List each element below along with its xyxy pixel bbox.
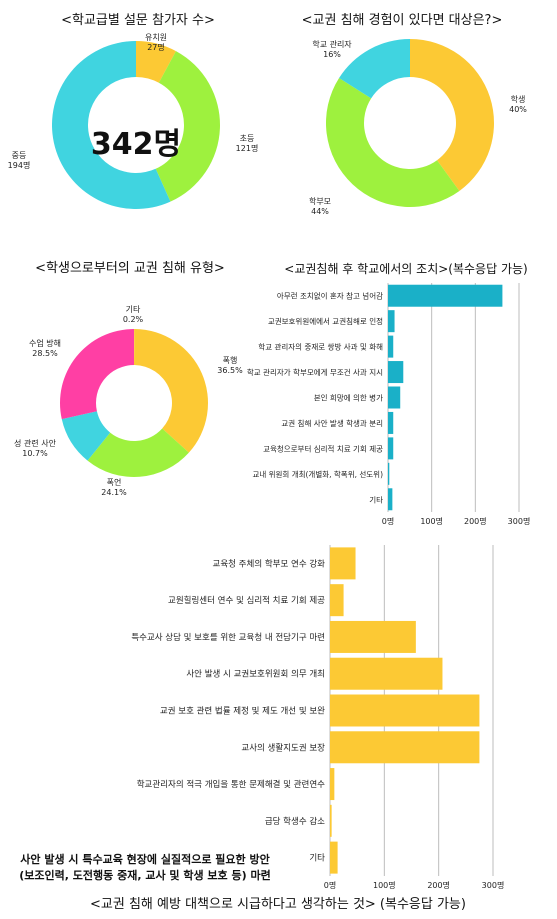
- chart-prevention-title: <교권 침해 예방 대책으로 시급하다고 생각하는 것> (복수응답 가능): [90, 897, 466, 912]
- prevention-category-6: 학교관리자의 적극 개입을 통한 문제해결 및 관련연수: [137, 779, 325, 790]
- type-slice-3: [61, 411, 111, 461]
- prevention-tick-2: 200명: [427, 880, 450, 890]
- response-tick-0: 0명: [382, 516, 394, 526]
- response-bar-6: [388, 437, 394, 460]
- prevention-category-3: 사안 발생 시 교권보호위원회 의무 개최: [186, 669, 325, 680]
- bars-response: 0명 100명 200명 300명 아무런 조치없이 혼자 참고 넘어감교권보호위원에에…: [247, 283, 530, 526]
- response-bar-5: [388, 411, 394, 434]
- slice-label-kindergarten: 유치원: [145, 33, 167, 42]
- slice-value-secondary: 194명: [8, 160, 31, 170]
- slice-value-etc: 0.2%: [123, 315, 144, 324]
- chart-type-title: <학생으로부터의 교권 침해 유형>: [35, 261, 225, 276]
- response-category-2: 학교 관리자의 중재로 쌍방 사과 및 화해: [258, 342, 383, 352]
- prevention-bar-5: [330, 731, 480, 764]
- slice-value-kindergarten: 27명: [147, 42, 165, 52]
- response-category-3: 학교 관리자가 학부모에게 무조건 사과 지시: [247, 367, 383, 377]
- prevention-category-0: 교육청 주체의 학부모 연수 강화: [213, 558, 326, 569]
- infringer-slice-0: [410, 39, 494, 191]
- slice-label-student: 학생: [511, 94, 526, 104]
- prevention-category-7: 급당 학생수 감소: [265, 816, 325, 827]
- prevention-annotation-line2: (보조인력, 도전행동 중재, 교사 및 학생 보호 등) 마련: [19, 868, 270, 882]
- slice-label-verbal: 폭언: [107, 477, 122, 487]
- type-slice-0: [134, 329, 135, 366]
- type-slice-1: [134, 329, 209, 453]
- slice-label-sexual: 성 관련 사안: [14, 438, 57, 448]
- response-bar-7: [388, 462, 390, 485]
- slice-label-secondary: 중등: [12, 151, 27, 160]
- response-tick-3: 300명: [508, 516, 531, 526]
- response-bar-1: [388, 310, 395, 333]
- prevention-bar-7: [330, 804, 332, 837]
- type-slice-4: [59, 329, 134, 420]
- prevention-tick-0: 0명: [324, 880, 336, 890]
- slice-value-admin: 16%: [323, 50, 341, 59]
- response-bar-2: [388, 335, 394, 358]
- prevention-bar-6: [330, 768, 335, 801]
- participants-slice-0: [136, 41, 176, 83]
- slice-value-student: 40%: [509, 105, 527, 114]
- prevention-annotation-line1: 사안 발생 시 특수교육 현장에 실질적으로 필요한 방안: [20, 852, 269, 866]
- infringer-slice-1: [326, 77, 460, 208]
- donut-infringer: [326, 39, 494, 208]
- chart-participants: <학교급별 설문 참가자 수> 342명 유치원 27명 초등 121명 중등 …: [8, 13, 259, 209]
- prevention-category-5: 교사의 생활지도권 보장: [241, 742, 325, 753]
- slice-label-parent: 학부모: [309, 196, 331, 206]
- donut-type: [59, 329, 209, 477]
- chart-response-title: <교권침해 후 학교에서의 조치>(복수응답 가능): [284, 262, 527, 276]
- slice-value-parent: 44%: [311, 207, 329, 216]
- chart-school-response: <교권침해 후 학교에서의 조치>(복수응답 가능) 0명 100명 200명 300…: [247, 262, 530, 526]
- chart-infringer-title: <교권 침해 경험이 있다면 대상은?>: [302, 13, 503, 28]
- slice-label-etc: 기타: [126, 305, 141, 314]
- prevention-category-1: 교원힐링센터 연수 및 심리적 치료 기회 제공: [168, 595, 325, 606]
- response-category-6: 교육청으로부터 심리적 치료 기회 제공: [263, 443, 383, 453]
- response-category-4: 본인 희망에 의한 병가: [314, 393, 383, 403]
- donut-participants: [51, 41, 220, 209]
- response-category-8: 기타: [369, 495, 383, 504]
- response-category-1: 교권보호위원에에서 교권침해로 인정: [268, 316, 383, 326]
- prevention-tick-3: 300명: [482, 880, 505, 890]
- slice-value-verbal: 24.1%: [101, 488, 127, 497]
- chart-participants-title: <학교급별 설문 참가자 수>: [61, 13, 215, 28]
- response-category-7: 교내 위원회 개최(개별화, 학폭위, 선도위): [252, 469, 383, 479]
- prevention-category-8: 기타: [309, 854, 325, 864]
- response-bar-0: [388, 284, 503, 307]
- type-slice-2: [87, 428, 189, 477]
- slice-value-sexual: 10.7%: [22, 449, 48, 458]
- response-category-5: 교권 침해 사안 발생 학생과 분리: [281, 418, 383, 428]
- response-tick-2: 200명: [464, 516, 487, 526]
- slice-label-assault: 폭행: [223, 355, 238, 365]
- response-bar-8: [388, 488, 393, 511]
- prevention-bar-2: [330, 620, 416, 653]
- prevention-bar-4: [330, 694, 480, 727]
- slice-label-elementary: 초등: [240, 134, 255, 143]
- slice-value-disruption: 28.5%: [32, 349, 58, 358]
- participants-slice-1: [155, 51, 220, 202]
- slice-label-admin: 학교 관리자: [312, 39, 352, 49]
- slice-value-assault: 36.5%: [217, 366, 243, 375]
- slice-value-elementary: 121명: [236, 143, 259, 153]
- chart-infringement-type: <학생으로부터의 교권 침해 유형> 기타 0.2% 폭행 36.5% 폭언 2…: [14, 261, 243, 497]
- participants-slice-2: [51, 41, 171, 209]
- prevention-bar-3: [330, 657, 443, 690]
- response-bar-3: [388, 361, 404, 384]
- prevention-bar-0: [330, 547, 356, 580]
- slice-label-disruption: 수업 방해: [29, 338, 61, 348]
- prevention-bar-8: [330, 841, 338, 874]
- response-bar-4: [388, 386, 401, 409]
- prevention-category-4: 교권 보호 관련 법률 제정 및 제도 개선 및 보완: [160, 706, 325, 717]
- chart-infringer: <교권 침해 경험이 있다면 대상은?> 학교 관리자 16% 학생 40% 학…: [302, 13, 528, 216]
- prevention-tick-1: 100명: [373, 880, 396, 890]
- response-tick-1: 100명: [420, 516, 443, 526]
- response-category-0: 아무런 조치없이 혼자 참고 넘어감: [277, 291, 383, 301]
- prevention-category-2: 특수교사 상담 및 보호를 위한 교육청 내 전담기구 마련: [131, 632, 325, 643]
- participants-total: 342명: [91, 127, 181, 162]
- prevention-bar-1: [330, 584, 344, 617]
- infringer-slice-2: [339, 39, 410, 99]
